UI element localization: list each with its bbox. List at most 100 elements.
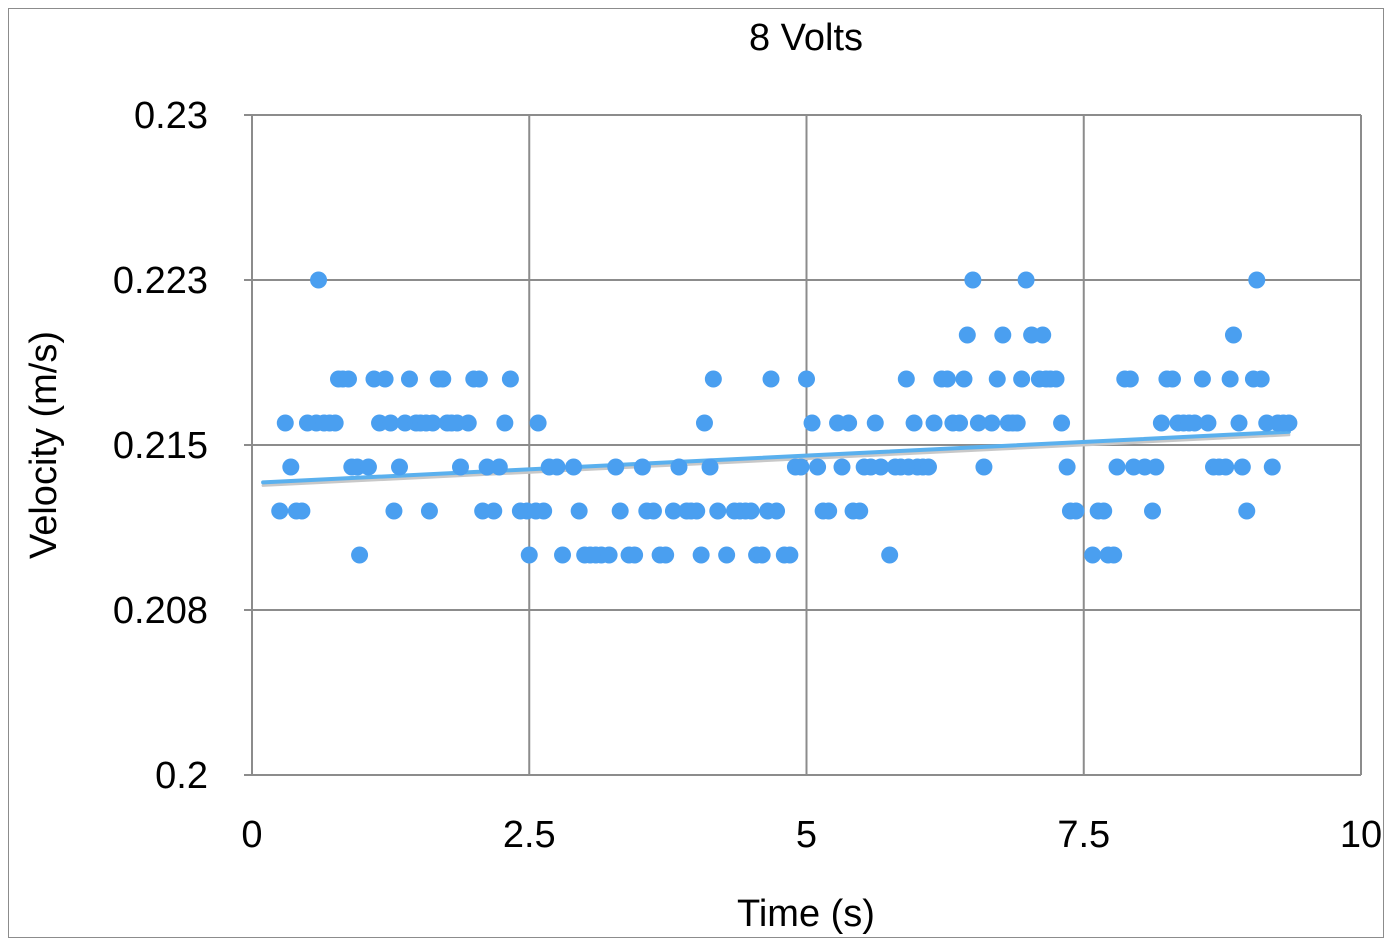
data-point xyxy=(701,458,719,476)
data-point xyxy=(762,370,780,388)
data-point xyxy=(688,502,706,520)
data-point xyxy=(501,370,519,388)
trendline-group xyxy=(261,429,1291,487)
data-point xyxy=(1221,370,1239,388)
data-point xyxy=(1105,546,1123,564)
data-point xyxy=(704,370,722,388)
data-point xyxy=(1058,458,1076,476)
data-point xyxy=(424,414,442,432)
data-point xyxy=(633,458,651,476)
data-point xyxy=(1163,370,1181,388)
y-tick-label: 0.2 xyxy=(155,755,208,797)
data-point xyxy=(293,502,311,520)
tick-labels: 0 2.5 5 7.5 10 0.2 0.208 0.215 0.223 0.23 xyxy=(113,95,1382,856)
data-point xyxy=(925,414,943,432)
data-point xyxy=(951,414,969,432)
y-tick-label: 0.215 xyxy=(113,425,208,467)
data-point xyxy=(1280,414,1298,432)
data-point xyxy=(548,458,566,476)
data-point xyxy=(1047,370,1065,388)
data-point xyxy=(1008,414,1026,432)
data-point xyxy=(988,370,1006,388)
data-point xyxy=(385,502,403,520)
trendline-shadow xyxy=(261,433,1291,487)
data-point xyxy=(359,458,377,476)
y-axis-title: Velocity (m/s) xyxy=(23,331,65,559)
trendline xyxy=(261,429,1291,485)
data-points xyxy=(271,271,1298,564)
data-point xyxy=(535,502,553,520)
data-point xyxy=(881,546,899,564)
data-point xyxy=(1193,370,1211,388)
data-point xyxy=(570,502,588,520)
data-point xyxy=(781,546,799,564)
data-point xyxy=(994,326,1012,344)
data-point xyxy=(600,546,618,564)
data-point xyxy=(955,370,973,388)
data-point xyxy=(478,458,496,476)
data-point xyxy=(611,502,629,520)
data-point xyxy=(798,370,815,388)
data-point xyxy=(1108,458,1126,476)
data-point xyxy=(485,502,503,520)
y-tick-label: 0.223 xyxy=(113,260,208,302)
data-point xyxy=(1121,370,1139,388)
data-point xyxy=(1095,502,1113,520)
data-point xyxy=(490,458,508,476)
data-point xyxy=(1017,271,1035,289)
data-point xyxy=(1067,502,1085,520)
data-point xyxy=(833,458,851,476)
data-point xyxy=(1013,370,1031,388)
data-point xyxy=(1084,546,1102,564)
x-axis-title: Time (s) xyxy=(737,893,875,935)
data-point xyxy=(768,502,786,520)
data-point xyxy=(866,414,884,432)
data-point xyxy=(657,546,675,564)
data-point xyxy=(276,414,294,432)
x-tick-label: 5 xyxy=(796,814,817,856)
data-point xyxy=(626,546,644,564)
data-point xyxy=(390,458,408,476)
data-point xyxy=(975,458,993,476)
data-point xyxy=(400,370,418,388)
data-point xyxy=(451,458,469,476)
data-point xyxy=(803,414,821,432)
data-point xyxy=(983,414,1001,432)
data-point xyxy=(905,414,923,432)
data-point xyxy=(310,271,328,289)
data-point xyxy=(420,502,438,520)
x-tick-label: 7.5 xyxy=(1057,814,1110,856)
data-point xyxy=(964,271,982,289)
data-point xyxy=(1263,458,1281,476)
data-point xyxy=(1186,414,1204,432)
data-point xyxy=(969,414,987,432)
x-tick-label: 2.5 xyxy=(503,814,556,856)
data-point xyxy=(670,458,688,476)
data-point xyxy=(753,546,771,564)
data-point xyxy=(692,546,710,564)
x-tick-label: 0 xyxy=(241,814,262,856)
data-point xyxy=(718,546,736,564)
data-point xyxy=(1034,326,1052,344)
data-point xyxy=(1217,458,1235,476)
data-point xyxy=(459,414,477,432)
data-point xyxy=(872,458,890,476)
data-point xyxy=(851,502,869,520)
data-point xyxy=(1230,414,1248,432)
data-point xyxy=(351,546,369,564)
data-point xyxy=(792,458,810,476)
data-point xyxy=(496,414,514,432)
data-point xyxy=(376,370,394,388)
data-point xyxy=(695,414,713,432)
data-point xyxy=(565,458,583,476)
data-point xyxy=(919,458,937,476)
data-point xyxy=(644,502,662,520)
gridlines xyxy=(244,114,1362,776)
data-point xyxy=(529,414,547,432)
data-point xyxy=(958,326,976,344)
x-tick-label: 10 xyxy=(1340,814,1382,856)
data-point xyxy=(1238,502,1256,520)
data-point xyxy=(1053,414,1071,432)
data-point xyxy=(470,370,488,388)
data-point xyxy=(840,414,858,432)
